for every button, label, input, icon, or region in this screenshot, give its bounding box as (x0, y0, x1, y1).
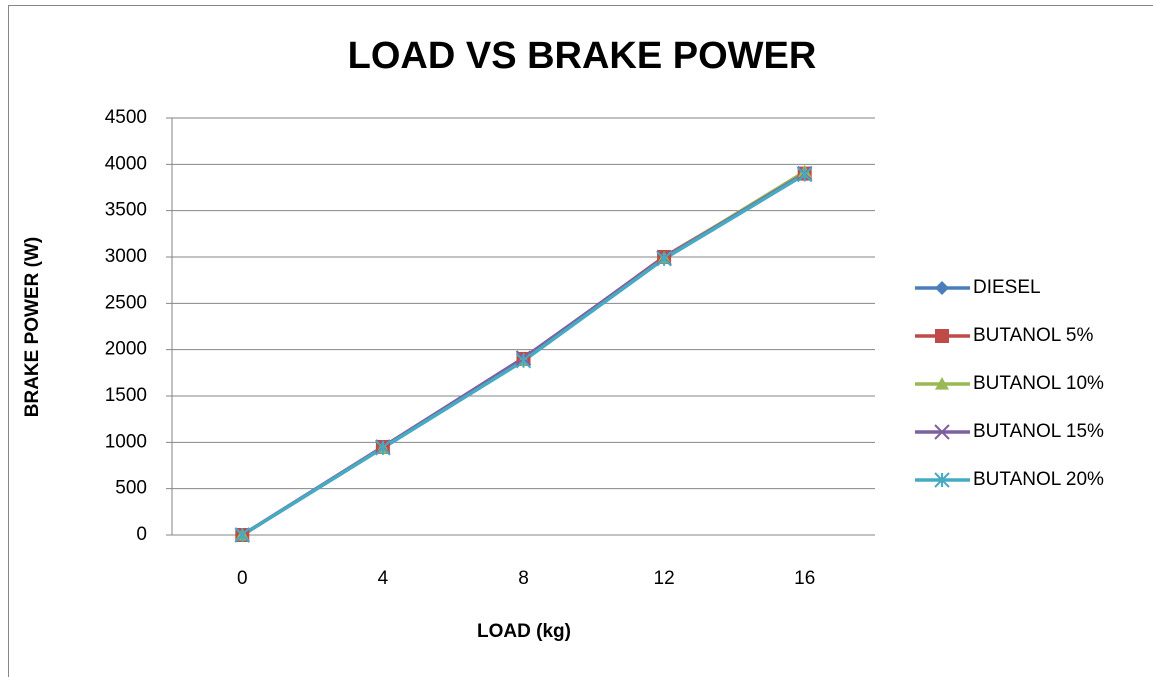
data-point (375, 440, 391, 456)
y-tick-label: 500 (115, 478, 147, 499)
x-tick-label: 12 (654, 568, 675, 589)
legend-marker (934, 472, 950, 488)
y-tick-label: 1000 (105, 431, 147, 452)
y-tick-label: 0 (136, 524, 147, 545)
legend-label: BUTANOL 10% (973, 373, 1104, 394)
chart-title: LOAD VS BRAKE POWER (348, 35, 817, 77)
x-tick-label: 4 (378, 568, 389, 589)
legend-label: BUTANOL 5% (973, 325, 1093, 346)
legend-label: BUTANOL 15% (973, 421, 1104, 442)
x-axis-label: LOAD (kg) (477, 621, 571, 642)
legend-label: BUTANOL 20% (973, 469, 1104, 490)
data-point (796, 166, 813, 183)
legend-marker (935, 377, 949, 390)
legend-label: DIESEL (973, 277, 1041, 298)
data-point (515, 353, 532, 369)
x-tick-label: 16 (794, 568, 815, 589)
y-tick-label: 1500 (105, 385, 147, 406)
y-tick-label: 2500 (105, 292, 147, 313)
y-tick-label: 3500 (105, 200, 147, 221)
x-tick-label: 8 (518, 568, 529, 589)
legend-marker (935, 281, 949, 295)
legend-marker (934, 424, 950, 440)
data-point (234, 527, 251, 543)
y-tick-label: 4500 (105, 107, 147, 128)
y-tick-label: 4000 (105, 153, 147, 174)
y-tick-label: 3000 (105, 246, 147, 267)
data-point (656, 251, 672, 267)
x-tick-label: 0 (237, 568, 248, 589)
legend-marker (935, 329, 949, 343)
chart-border (8, 5, 1153, 677)
y-axis-label: BRAKE POWER (W) (22, 237, 43, 417)
y-tick-label: 2000 (105, 339, 147, 360)
